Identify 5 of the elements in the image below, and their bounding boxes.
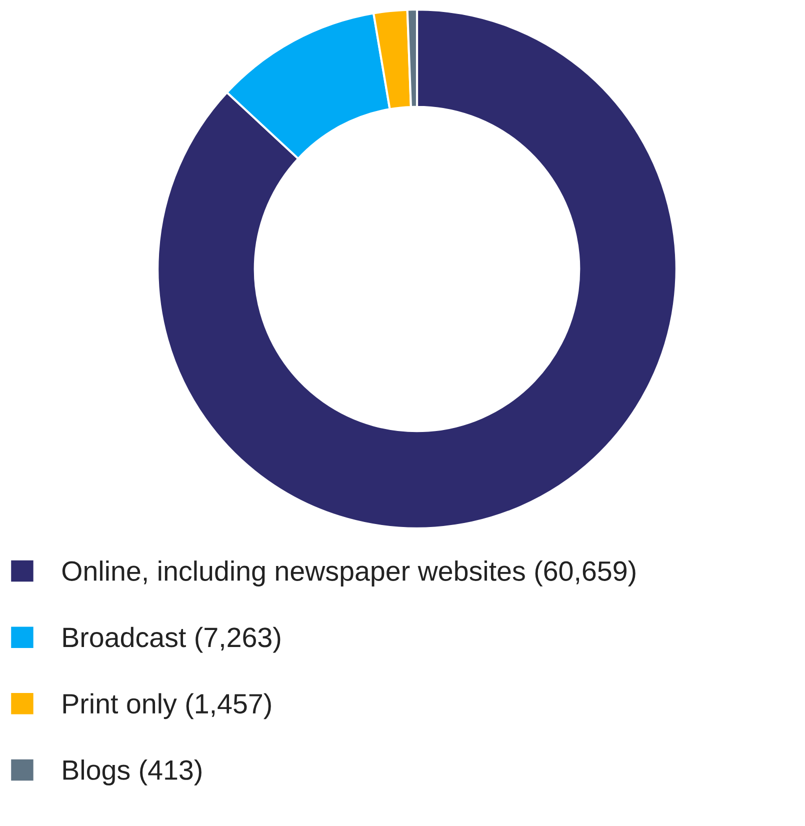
donut-slice: [156, 8, 678, 530]
legend-label: Online, including newspaper websites (60,659): [62, 560, 636, 586]
legend-label: Blogs (413): [63, 760, 202, 786]
legend-label: Print only (1,457): [63, 693, 271, 720]
legend-label: Broadcast (7,263): [63, 626, 280, 653]
